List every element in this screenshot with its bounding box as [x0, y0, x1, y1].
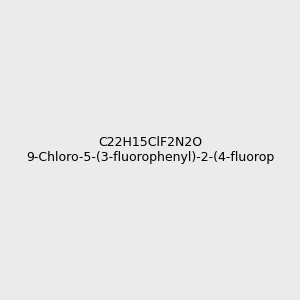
Text: C22H15ClF2N2O
9-Chloro-5-(3-fluorophenyl)-2-(4-fluorop: C22H15ClF2N2O 9-Chloro-5-(3-fluorophenyl… [26, 136, 274, 164]
